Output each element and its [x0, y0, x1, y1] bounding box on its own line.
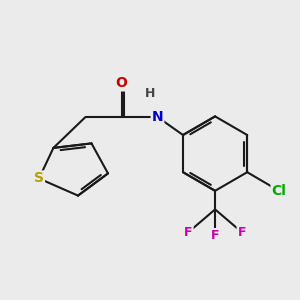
Text: F: F	[211, 229, 219, 242]
Text: O: O	[116, 76, 128, 90]
Text: N: N	[152, 110, 163, 124]
Text: F: F	[238, 226, 246, 239]
Text: H: H	[145, 87, 155, 100]
Text: Cl: Cl	[272, 184, 286, 198]
Text: F: F	[184, 226, 193, 239]
Text: S: S	[34, 172, 44, 185]
